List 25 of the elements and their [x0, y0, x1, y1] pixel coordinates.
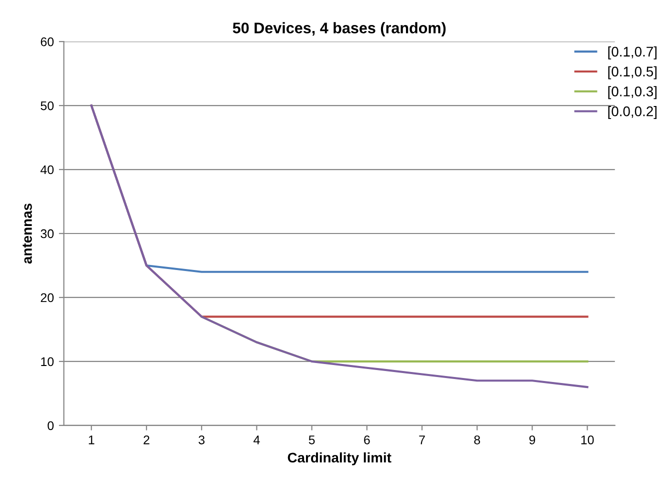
y-tick-label: 30 [40, 229, 54, 238]
legend-label: [0.1,0.3] [608, 86, 656, 100]
line-series [90, 104, 588, 388]
y-tick-label: 10 [41, 357, 54, 366]
y-tick-label: 0 [48, 421, 54, 430]
x-tick-label: 9 [529, 435, 536, 444]
x-tick-label: 3 [198, 435, 205, 444]
chart-title: 50 Devices, 4 bases (random) [232, 22, 446, 36]
x-axis-title: Cardinality limit [288, 452, 392, 466]
x-tick-label: 7 [419, 436, 425, 444]
x-tick-label: 2 [144, 435, 150, 444]
x-tick-label: 1 [88, 436, 94, 444]
legend-label: [0.0,0.2] [608, 106, 656, 120]
y-tick-label: 60 [40, 37, 54, 46]
x-tick-label: 8 [474, 435, 480, 444]
y-tick-label: 50 [40, 101, 54, 110]
x-tick-label: 10 [581, 435, 594, 444]
x-tick-label: 5 [308, 436, 315, 444]
legend-label: [0.1,0.7] [608, 46, 656, 60]
x-tick-label: 6 [364, 435, 370, 444]
y-tick-label: 20 [40, 293, 54, 302]
x-tick-label: 4 [254, 436, 260, 444]
y-axis-title: antennas [22, 204, 32, 264]
legend-label: [0.1,0.5] [608, 66, 656, 80]
y-tick-label: 40 [40, 165, 54, 174]
